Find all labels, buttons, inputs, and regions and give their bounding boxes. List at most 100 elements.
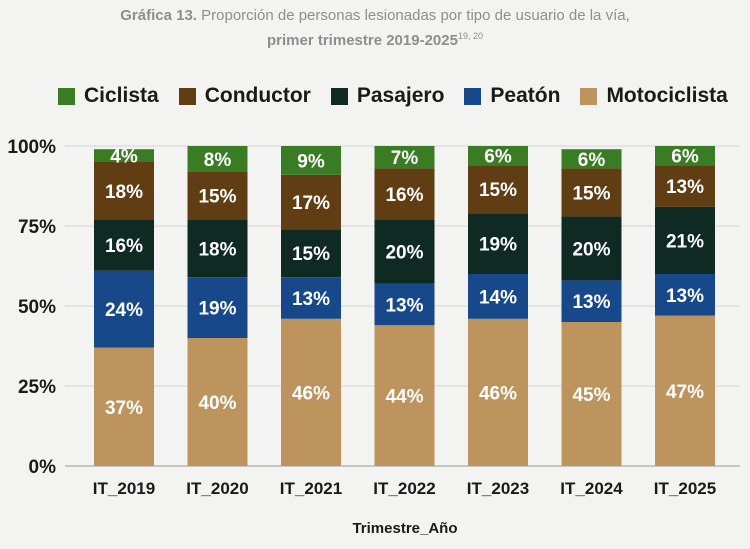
y-tick-label: 0% — [29, 457, 57, 478]
bar-segment-ciclista — [187, 146, 248, 172]
data-label: 15% — [479, 180, 517, 201]
legend-swatch-ciclista — [58, 87, 75, 105]
bar-segment-peaton — [281, 277, 341, 319]
title-prefix: Gráfica 13. — [120, 7, 197, 24]
bar-segment-ciclista — [561, 149, 622, 169]
legend-label-motociclista: Motociclista — [606, 84, 728, 107]
data-label: 14% — [479, 287, 517, 308]
data-label: 9% — [297, 151, 325, 172]
data-label: 45% — [572, 385, 610, 406]
data-label: 20% — [572, 239, 610, 260]
data-label: 13% — [572, 292, 610, 313]
bar-segment-motociclista — [374, 325, 435, 466]
x-axis-title: Trimestre_Año — [352, 520, 457, 537]
data-label: 40% — [198, 393, 236, 414]
data-label: 15% — [572, 183, 610, 204]
data-label: 37% — [105, 398, 143, 419]
x-tick-label: IT_2020 — [186, 479, 248, 498]
bar-segment-peaton — [374, 283, 435, 326]
bar-segment-conductor — [468, 165, 528, 214]
data-label: 4% — [110, 147, 138, 168]
bar-segment-pasajero — [655, 206, 715, 274]
x-tick-label: IT_2024 — [560, 479, 623, 498]
bar-segment-conductor — [281, 174, 341, 230]
bar-segment-peaton — [94, 270, 154, 348]
legend-item-motociclista: Motociclista — [580, 84, 728, 108]
legend: Ciclista Conductor Pasajero Peatón Motoc… — [58, 84, 748, 108]
title-line-1: Gráfica 13. Proporción de personas lesio… — [0, 6, 750, 26]
x-tick-label: IT_2023 — [467, 479, 529, 498]
bar-segment-motociclista — [561, 322, 622, 466]
data-label: 7% — [391, 148, 419, 169]
data-label: 46% — [479, 383, 517, 404]
data-label: 19% — [198, 299, 236, 320]
bar-segment-conductor — [187, 171, 248, 220]
data-label: 13% — [666, 286, 704, 307]
bar-segment-pasajero — [468, 213, 528, 274]
data-label: 19% — [479, 235, 517, 256]
x-tick-label: IT_2022 — [373, 479, 435, 498]
title-text: Proporción de personas lesionadas por ti… — [201, 7, 630, 24]
bar-segment-motociclista — [94, 347, 154, 466]
bar-segment-conductor — [374, 168, 435, 220]
bar-segment-ciclista — [94, 149, 154, 162]
x-tick-label: IT_2025 — [654, 479, 716, 498]
bar-segment-ciclista — [374, 146, 435, 169]
legend-item-conductor: Conductor — [178, 84, 311, 108]
data-label: 13% — [666, 177, 704, 198]
data-label: 46% — [292, 383, 330, 404]
bar-segment-peaton — [655, 274, 715, 316]
data-label: 21% — [666, 231, 704, 252]
legend-label-conductor: Conductor — [204, 84, 311, 107]
legend-label-ciclista: Ciclista — [84, 84, 159, 107]
bar-segment-motociclista — [655, 315, 715, 466]
x-tick-label: IT_2021 — [280, 479, 342, 498]
legend-swatch-conductor — [178, 87, 196, 105]
data-label: 13% — [385, 295, 423, 316]
bar-segment-peaton — [561, 280, 622, 322]
data-label: 15% — [198, 187, 236, 208]
legend-swatch-pasajero — [330, 87, 348, 105]
data-label: 44% — [385, 387, 423, 408]
bar-segment-pasajero — [94, 219, 154, 271]
title-line-2: primer trimestre 2019-202519, 20 — [0, 26, 750, 51]
y-tick-label: 25% — [18, 377, 56, 398]
legend-label-peaton: Peatón — [490, 84, 561, 107]
data-label: 15% — [292, 244, 330, 265]
y-tick-label: 100% — [7, 137, 56, 158]
data-label: 20% — [385, 243, 423, 264]
data-label: 6% — [671, 147, 699, 168]
subtitle-notes: 19, 20 — [457, 31, 483, 41]
legend-swatch-motociclista — [580, 87, 598, 105]
subtitle: primer trimestre 2019-2025 — [267, 32, 458, 49]
x-tick-label: IT_2019 — [93, 479, 155, 498]
bar-segment-motociclista — [468, 318, 528, 466]
chart-title: Gráfica 13. Proporción de personas lesio… — [0, 6, 750, 51]
legend-item-ciclista: Ciclista — [58, 84, 159, 108]
bar-segment-ciclista — [468, 146, 528, 166]
bar-segment-pasajero — [374, 219, 435, 284]
data-label: 6% — [578, 150, 606, 171]
data-label: 13% — [292, 289, 330, 310]
data-label: 18% — [105, 182, 143, 203]
bar-segment-peaton — [468, 274, 528, 319]
legend-label-pasajero: Pasajero — [356, 84, 445, 107]
bar-segment-pasajero — [187, 219, 248, 278]
y-tick-label: 75% — [18, 217, 56, 238]
data-label: 17% — [292, 193, 330, 214]
legend-item-pasajero: Pasajero — [330, 84, 445, 108]
bar-segment-ciclista — [655, 146, 715, 166]
y-tick-label: 50% — [18, 297, 56, 318]
bar-segment-conductor — [94, 162, 154, 220]
data-label: 24% — [105, 300, 143, 321]
data-label: 8% — [204, 150, 232, 171]
bar-segment-ciclista — [281, 146, 341, 175]
bar-segment-peaton — [187, 277, 248, 338]
data-label: 16% — [105, 236, 143, 257]
bar-segment-pasajero — [561, 216, 622, 281]
bar-segment-pasajero — [281, 229, 341, 278]
legend-swatch-peaton — [464, 87, 482, 105]
legend-item-peaton: Peatón — [464, 84, 560, 108]
bar-segment-motociclista — [281, 318, 341, 466]
